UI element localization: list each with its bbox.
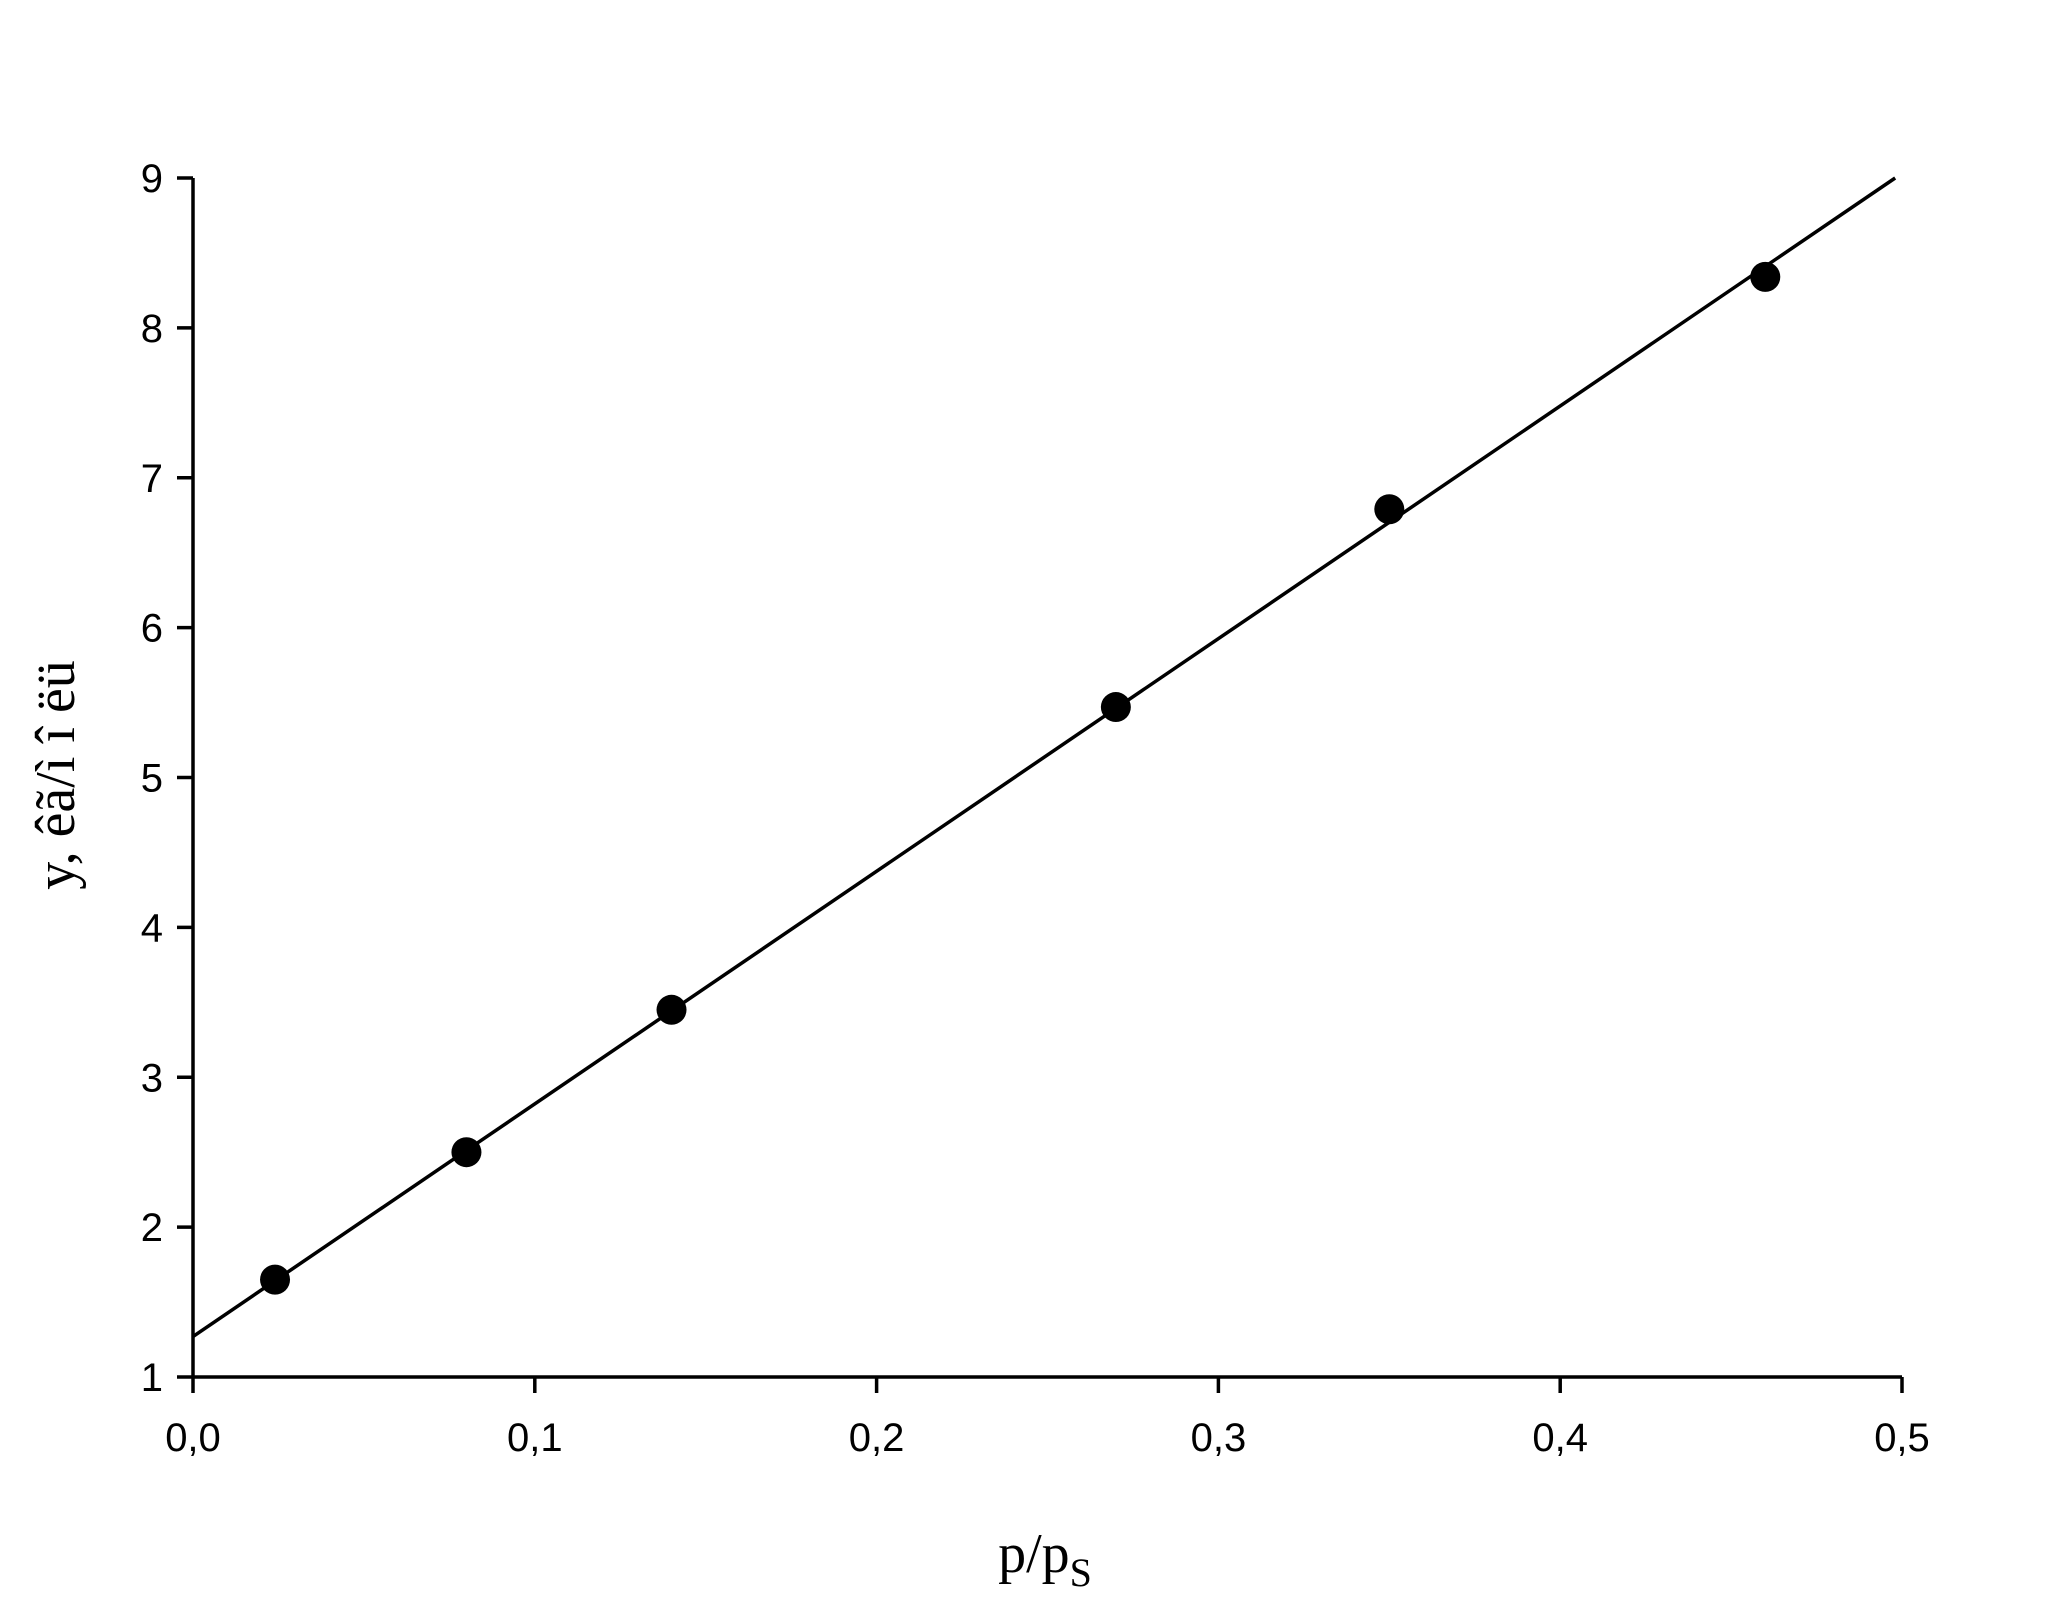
data-point bbox=[1750, 261, 1781, 292]
x-tick-label: 0,2 bbox=[849, 1416, 905, 1460]
x-tick-label: 0,3 bbox=[1191, 1416, 1247, 1460]
data-point bbox=[260, 1264, 291, 1295]
x-tick-label: 0,5 bbox=[1874, 1416, 1930, 1460]
data-point bbox=[1100, 692, 1131, 723]
y-tick-label: 5 bbox=[141, 757, 163, 801]
y-tick-label: 8 bbox=[141, 307, 163, 351]
x-tick-label: 0,0 bbox=[165, 1416, 221, 1460]
data-point bbox=[1374, 494, 1405, 525]
data-point bbox=[656, 994, 687, 1025]
fit-line bbox=[192, 176, 1897, 1338]
y-ticks: 1 2 3 4 5 6 7 8 9 bbox=[141, 157, 193, 1400]
plot-area: 1 2 3 4 5 6 7 8 9 0,0 0,1 0,2 0,3 0,4 0,5 bbox=[141, 157, 1930, 1460]
fit-line-group bbox=[192, 176, 1897, 1338]
x-axis-title-main: p/p bbox=[998, 1523, 1070, 1585]
y-tick-label: 7 bbox=[141, 457, 163, 501]
y-tick-label: 6 bbox=[141, 607, 163, 651]
x-tick-label: 0,4 bbox=[1532, 1416, 1588, 1460]
y-tick-label: 1 bbox=[141, 1356, 163, 1400]
x-ticks: 0,0 0,1 0,2 0,3 0,4 0,5 bbox=[165, 1377, 1930, 1460]
y-tick-label: 2 bbox=[141, 1206, 163, 1250]
y-tick-label: 4 bbox=[141, 906, 163, 950]
y-tick-label: 3 bbox=[141, 1056, 163, 1100]
data-point bbox=[451, 1137, 482, 1168]
x-tick-label: 0,1 bbox=[507, 1416, 563, 1460]
y-axis-title: y, êã/ì î ëü bbox=[25, 660, 87, 890]
data-points bbox=[260, 261, 1781, 1295]
x-axis-title: p/pS bbox=[998, 1523, 1092, 1595]
x-axis-title-subscript: S bbox=[1070, 1550, 1092, 1595]
y-tick-label: 9 bbox=[141, 157, 163, 201]
